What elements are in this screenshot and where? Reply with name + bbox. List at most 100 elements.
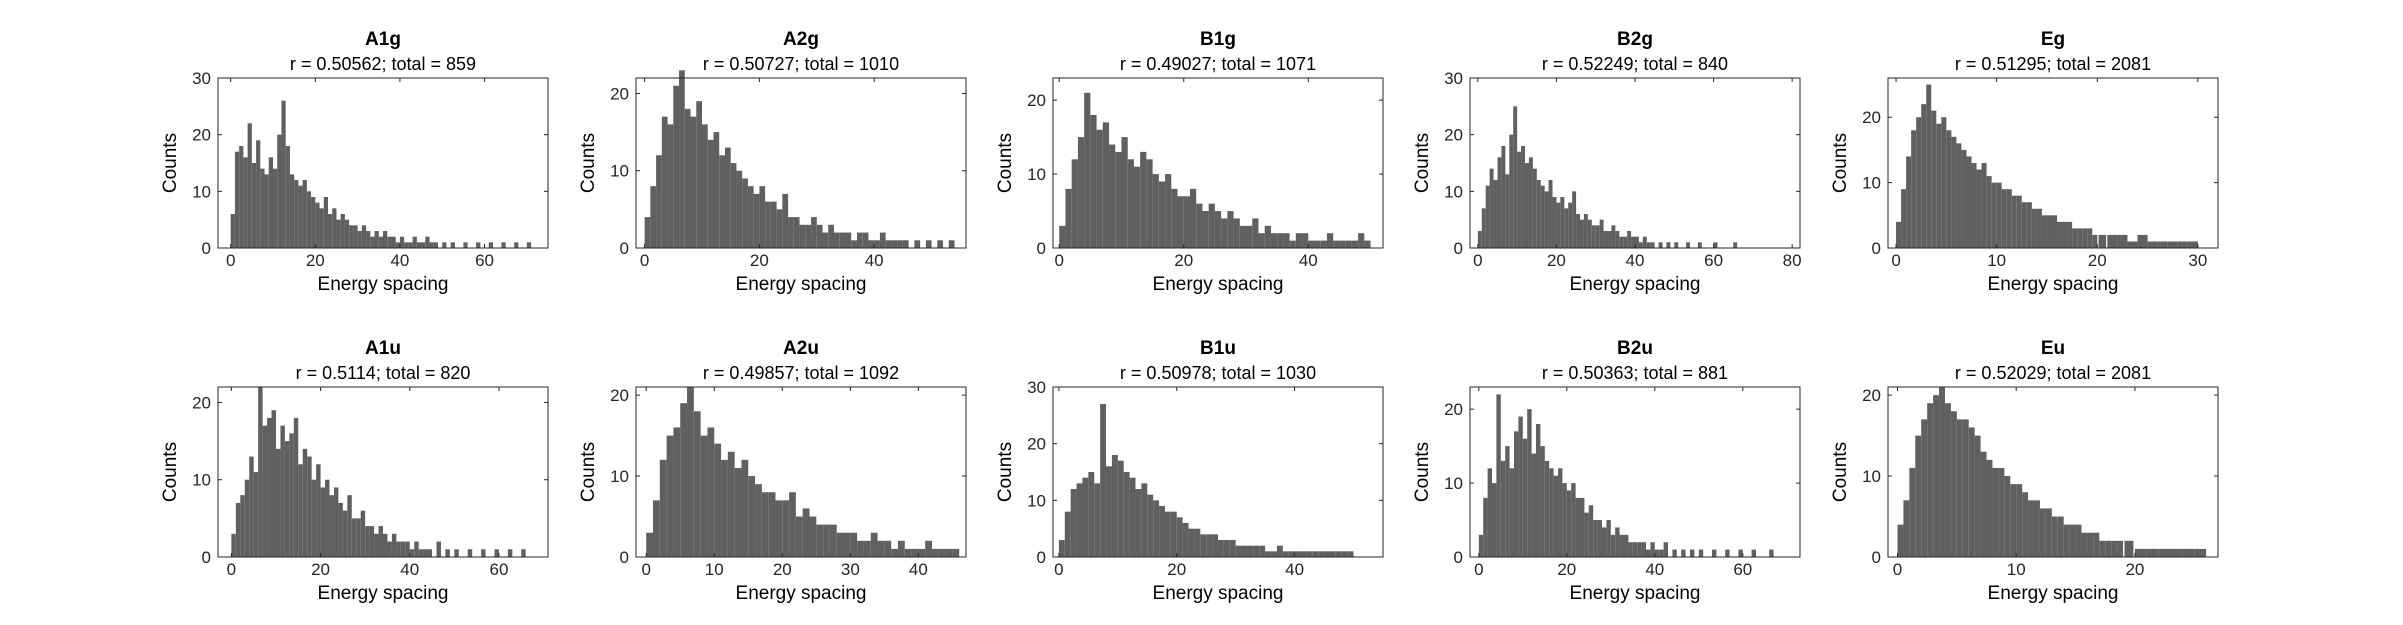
histogram-bar (1638, 242, 1643, 248)
histogram-bar (1109, 144, 1116, 248)
histogram-bar (1624, 534, 1629, 557)
histogram-bar (2001, 189, 2007, 248)
histogram-bar (340, 214, 345, 248)
x-tick-label: 40 (909, 560, 928, 579)
histogram-bar (2075, 524, 2082, 557)
histogram-bar (1521, 146, 1525, 248)
histogram-bar (2011, 195, 2017, 248)
x-tick-label: 40 (1645, 560, 1664, 579)
histogram-bar (707, 427, 715, 557)
histogram-bar (1610, 534, 1616, 557)
histogram-bar (494, 549, 499, 557)
histogram-bar (1514, 431, 1519, 557)
histogram-bar (311, 479, 317, 557)
histogram-bar (1233, 218, 1240, 248)
axes-frame (635, 77, 967, 249)
y-tick-label: 0 (620, 548, 629, 567)
histogram-bar (2157, 241, 2168, 248)
histogram-bar (501, 242, 506, 248)
histogram-bar (2062, 221, 2068, 248)
histogram-bar (268, 157, 273, 248)
y-tick-label: 20 (192, 126, 211, 145)
histogram-bar (851, 240, 857, 248)
histogram-bar (1493, 180, 1498, 248)
histogram-bar (325, 479, 330, 557)
histogram-bar (925, 240, 932, 248)
histogram-bar (2117, 234, 2128, 248)
y-tick-label: 20 (1444, 400, 1463, 419)
histogram-bar (450, 242, 455, 248)
histogram-bar (1650, 242, 1655, 248)
histogram-bar (2022, 492, 2029, 557)
histogram-bar (1632, 542, 1638, 557)
histogram-bar (1619, 236, 1624, 248)
axes-frame (1887, 77, 2219, 249)
histogram-bar (1674, 242, 1679, 248)
histogram-bar (730, 163, 737, 248)
histogram-bar (416, 242, 422, 248)
histogram-bar (260, 168, 265, 248)
histogram-bar (230, 214, 235, 248)
histogram-panel-a2u: 0 10 20 30 40 0 10 20 A2u r = 0.49857; total = 10… (578, 338, 967, 604)
histogram-bar (1176, 517, 1183, 557)
histogram-bar (1339, 240, 1346, 248)
histogram-bar (1492, 483, 1497, 557)
histogram-bar (378, 236, 383, 248)
panel-subtitle: r = 0.50727; total = 1010 (703, 54, 899, 74)
histogram-bar (1751, 549, 1756, 557)
y-tick-label: 10 (1027, 491, 1046, 510)
histogram-bar (1532, 168, 1537, 248)
histogram-bar (481, 549, 486, 557)
histogram-panel-eg: 0 10 20 30 0 10 20 Eg r = 0.51295; total = 2081 E… (1830, 29, 2219, 295)
histogram-bar (1966, 156, 1972, 248)
panel-subtitle: r = 0.52249; total = 840 (1542, 54, 1728, 74)
histogram-bar (1246, 225, 1253, 248)
histogram-bar (1221, 218, 1228, 248)
histogram-bar (306, 191, 312, 248)
histogram-bar (2167, 241, 2178, 248)
histogram-bar (342, 510, 348, 557)
histogram-bar (646, 532, 654, 557)
histogram-bar (1364, 240, 1371, 248)
histogram-bar (2069, 524, 2076, 557)
histogram-bar (1540, 446, 1545, 557)
histogram-bar (409, 549, 415, 557)
histogram-bar (793, 217, 800, 248)
x-tick-label: 0 (1054, 560, 1063, 579)
histogram-bar (1769, 549, 1774, 557)
histogram-bar (690, 116, 697, 248)
histogram-bar (659, 459, 667, 557)
x-tick-label: 40 (400, 560, 419, 579)
histogram-bar (311, 197, 316, 248)
histogram-bar (400, 541, 406, 557)
histogram-bar (862, 232, 869, 248)
histogram-bar (870, 532, 878, 557)
histogram-bar (395, 242, 400, 248)
histogram-bar (1227, 211, 1234, 248)
histogram-bar (1135, 489, 1142, 557)
histogram-bar (1896, 221, 1902, 248)
histogram-bar (1909, 467, 1916, 557)
histogram-bar (329, 495, 334, 557)
histogram-bar (2081, 532, 2088, 557)
histogram-bar (1522, 438, 1528, 557)
histogram-bar (264, 174, 269, 248)
histogram-bar (891, 240, 898, 248)
histogram-bar (850, 532, 858, 557)
histogram-bars (1478, 394, 1774, 557)
histogram-bar (879, 232, 886, 248)
histogram-bar (1580, 219, 1584, 248)
histogram-bar (1738, 549, 1743, 557)
histogram-bar (1312, 551, 1319, 557)
histogram-bar (1528, 157, 1533, 248)
histogram-bar (277, 134, 282, 248)
histogram-bar (1289, 240, 1296, 248)
histogram-bar (1189, 188, 1197, 248)
histogram-bar (1478, 534, 1484, 557)
histogram-bar (1271, 551, 1277, 557)
histogram-bar (1536, 423, 1541, 557)
histogram-bar (1300, 551, 1307, 557)
histogram-bar (1218, 540, 1224, 557)
y-tick-label: 20 (610, 386, 629, 405)
histogram-bar (1575, 497, 1580, 557)
